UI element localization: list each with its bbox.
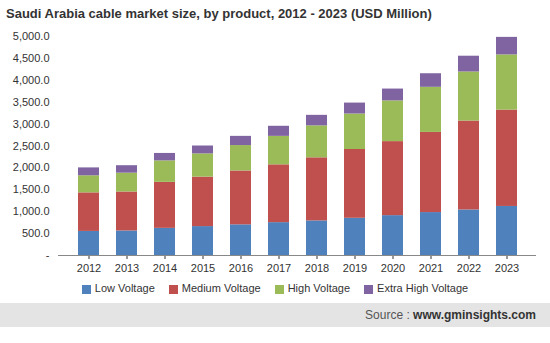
svg-text:2023: 2023 — [495, 262, 519, 274]
svg-text:5,000.0: 5,000.0 — [13, 30, 50, 42]
svg-text:2020: 2020 — [381, 262, 405, 274]
svg-text:4,500.0: 4,500.0 — [13, 52, 50, 64]
html-text:Source : www.gminsights.com: Source : www.gminsights.com — [365, 308, 536, 322]
svg-text:2013: 2013 — [115, 262, 139, 274]
svg-text:2,500.0: 2,500.0 — [13, 140, 50, 152]
svg-text:2017: 2017 — [267, 262, 291, 274]
svg-text:1,000.0: 1,000.0 — [13, 205, 50, 217]
svg-text:2,000.0: 2,000.0 — [13, 161, 50, 173]
svg-text:2015: 2015 — [191, 262, 215, 274]
svg-text:3,000.0: 3,000.0 — [13, 118, 50, 130]
svg-text:2021: 2021 — [419, 262, 443, 274]
html-text:Extra High Voltage: Extra High Voltage — [377, 282, 469, 294]
svg-text:-: - — [46, 249, 50, 261]
svg-text:2018: 2018 — [305, 262, 329, 274]
svg-text:500.0: 500.0 — [22, 227, 50, 239]
html-text:High Voltage: High Voltage — [287, 282, 350, 294]
svg-text:2019: 2019 — [343, 262, 367, 274]
html-text:Low Voltage: Low Voltage — [94, 282, 155, 294]
svg-text:3,500.0: 3,500.0 — [13, 96, 50, 108]
svg-text:4,000.0: 4,000.0 — [13, 74, 50, 86]
svg-text:2012: 2012 — [77, 262, 101, 274]
svg-text:2016: 2016 — [229, 262, 253, 274]
html-text:Medium Voltage: Medium Voltage — [181, 282, 261, 294]
html-text:Saudi Arabia cable market size: Saudi Arabia cable market size, by produ… — [6, 6, 432, 21]
svg-text:2022: 2022 — [457, 262, 481, 274]
svg-text:1,500.0: 1,500.0 — [13, 183, 50, 195]
svg-text:2014: 2014 — [153, 262, 177, 274]
